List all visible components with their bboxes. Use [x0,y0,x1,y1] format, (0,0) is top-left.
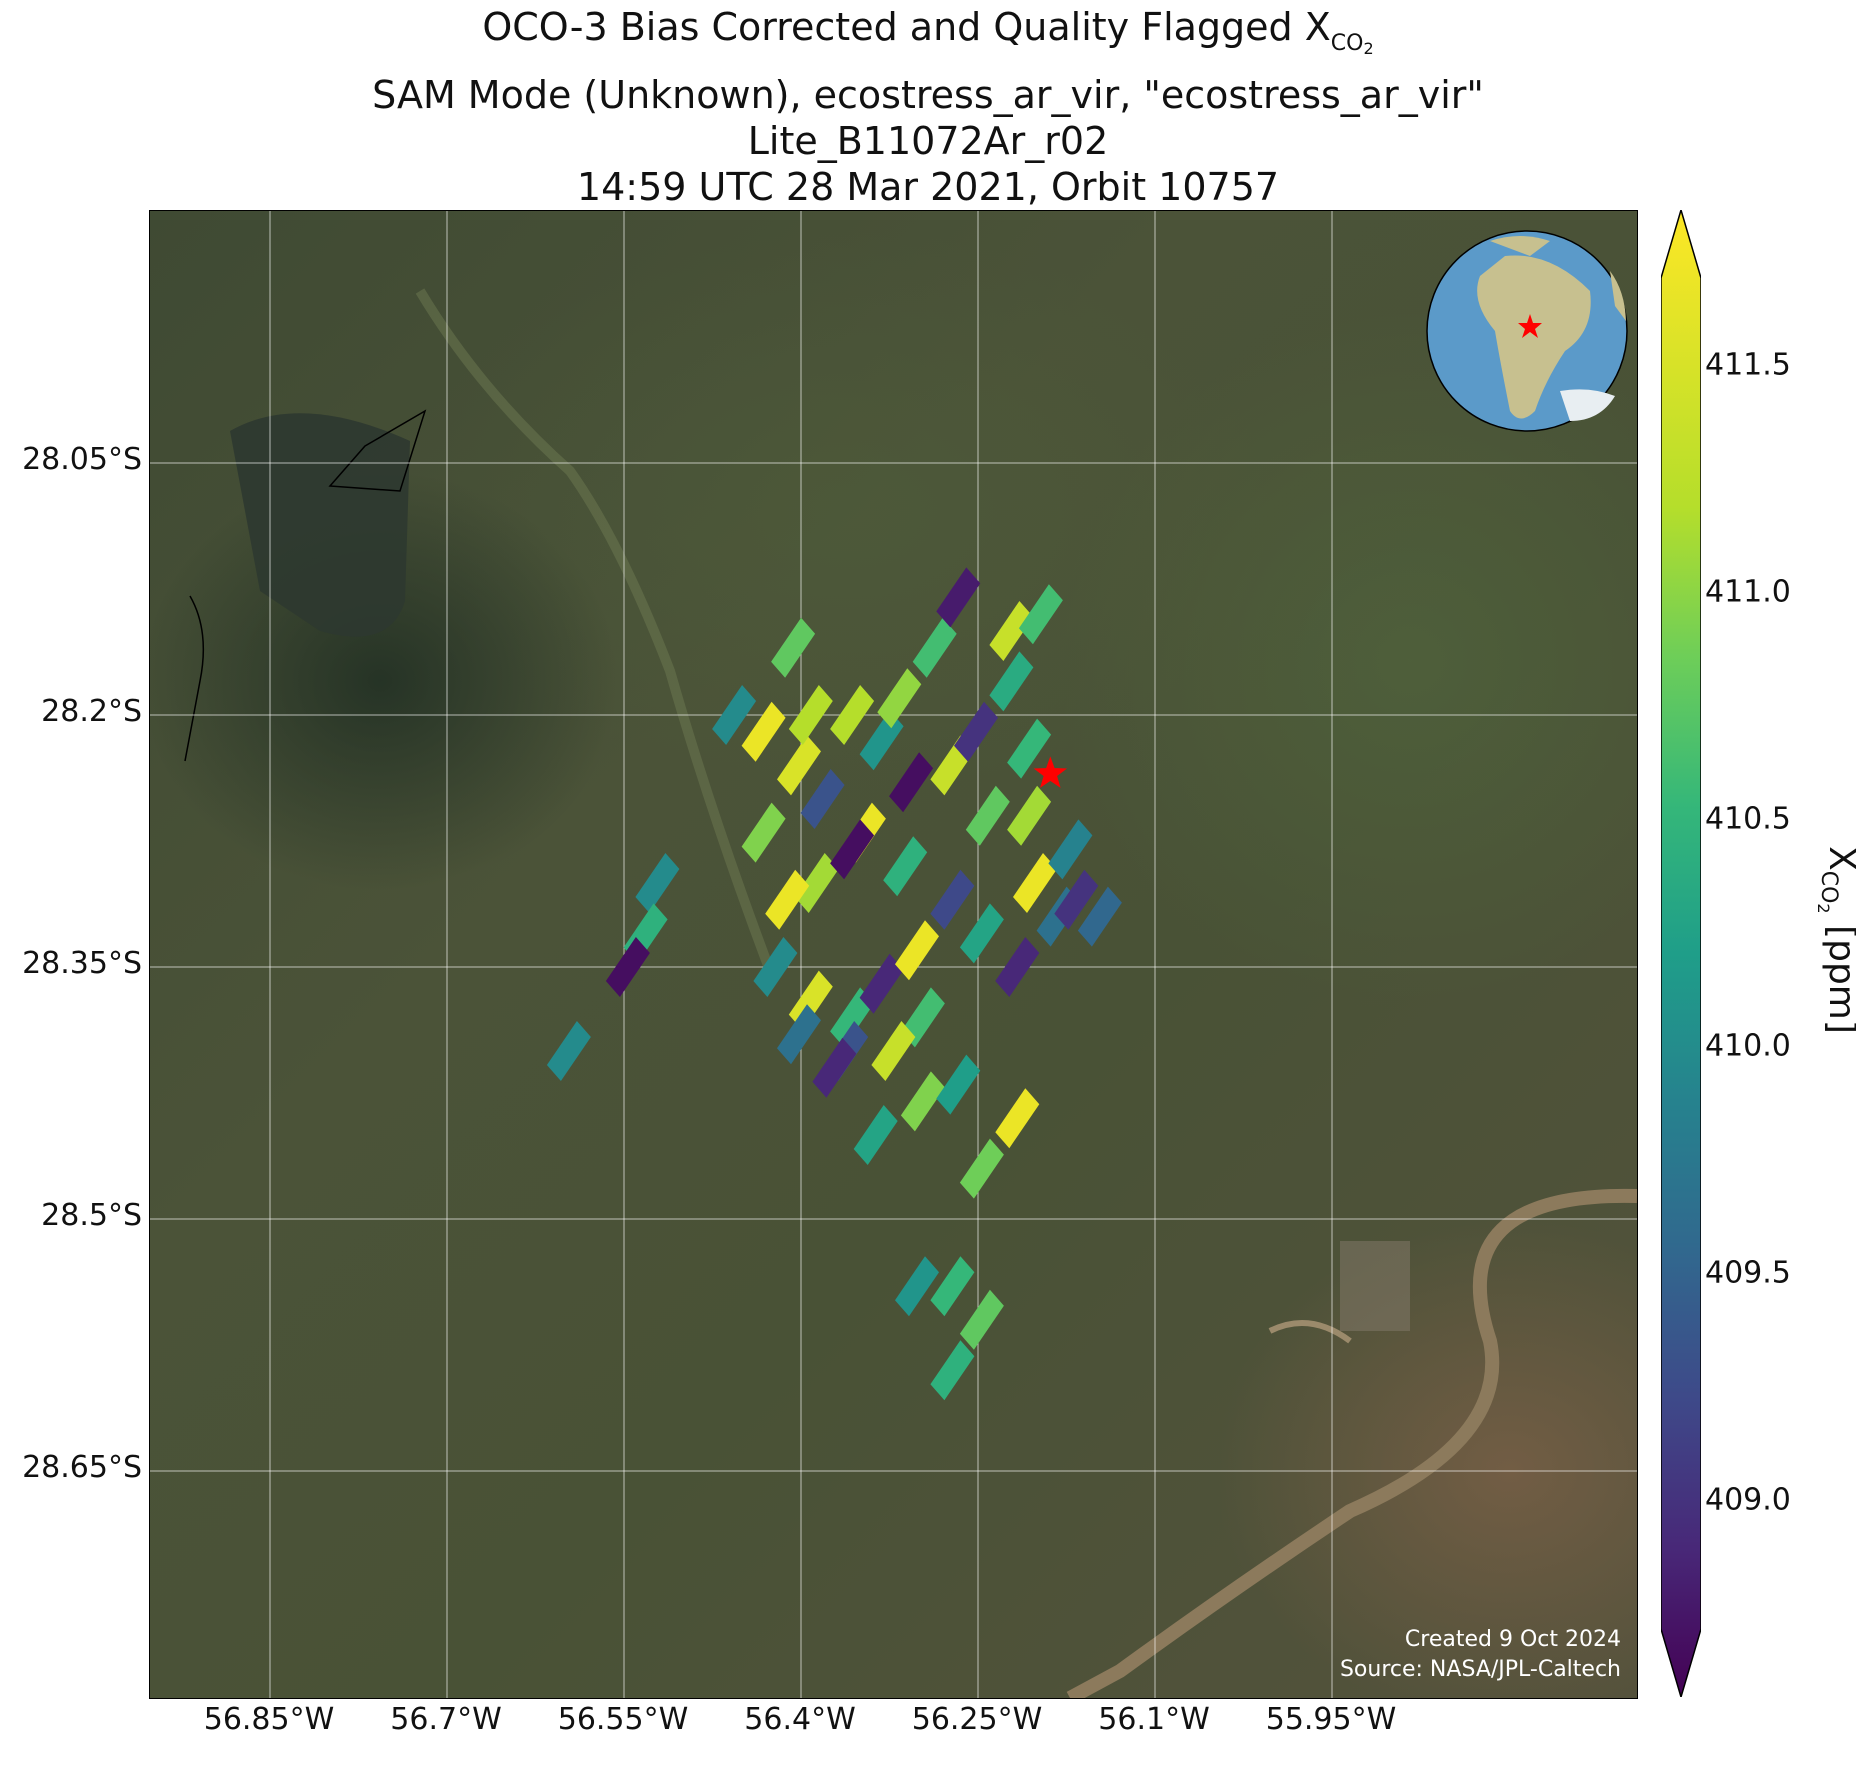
cbar-tick-409.0: 409.0 [1705,1482,1791,1518]
lon-tick-56.7: 56.7°W [390,1702,502,1737]
sounding-footprint [771,617,816,678]
globe-south-america [1477,255,1591,419]
title-block: OCO-3 Bias Corrected and Quality Flagged… [0,4,1856,210]
sounding-footprint [936,1054,981,1115]
river [1066,1188,1637,1698]
sounding-footprint [741,802,786,863]
cbar-tick-411.0: 411.0 [1705,574,1791,610]
sounding-footprint [1013,853,1057,913]
sounding-footprint [900,1071,945,1132]
sounding-footprint [889,752,934,813]
sounding-footprint [871,1021,916,1081]
lat-tick-28.35: 28.35°S [22,946,142,981]
lon-tick-56.55: 56.55°W [557,1702,689,1737]
lon-tick-56.85: 56.85°W [203,1702,335,1737]
boundary-line [328,409,427,492]
lon-tick-56.25: 56.25°W [911,1702,1043,1737]
sounding-footprint [959,1138,1004,1199]
sounding-footprint [895,1256,939,1317]
sounding-footprint [800,769,845,829]
river-bend [1268,1320,1352,1344]
sounding-footprint [777,735,821,796]
sounding-footprint [936,567,981,628]
lat-tick-28.65: 28.65°S [22,1450,142,1485]
basemap-features [184,288,1637,1698]
created-credit: Created 9 Oct 2024 [1404,1627,1621,1652]
sounding-footprint [930,1340,975,1401]
sounding-footprint [788,685,833,745]
title-line-4: 14:59 UTC 28 Mar 2021, Orbit 10757 [576,165,1280,209]
lat-tick-28.5: 28.5°S [41,1198,142,1233]
sounding-footprint [1054,869,1099,930]
sounding-footprint [1007,718,1052,779]
sounding-footprint [930,1256,975,1317]
lon-tick-56.1: 56.1°W [1098,1702,1210,1737]
sounding-footprint [859,953,904,1014]
sounding-footprints [546,567,1122,1401]
sounding-footprint [794,853,839,913]
cbar-tick-410.0: 410.0 [1705,1028,1791,1064]
colorbar [1661,210,1701,1697]
sounding-footprint [954,701,998,762]
sounding-footprint [930,869,975,930]
sounding-footprint [995,937,1040,997]
sounding-footprint [635,853,680,913]
title-line-2: SAM Mode (Unknown), ecostress_ar_vir, "e… [372,73,1484,117]
globe-north-land [1490,236,1550,256]
globe-africa-edge [1610,271,1626,321]
sounding-footprint [830,685,875,745]
sounding-footprint [877,668,922,729]
wetland-edge [415,288,775,973]
sounding-footprint [912,617,957,678]
sounding-footprint [1007,785,1052,846]
inset-globe [1426,230,1628,432]
globe-star-marker [1518,314,1542,338]
cbar-tick-410.5: 410.5 [1705,801,1791,837]
sounding-footprint [830,819,875,880]
lat-tick-28.2: 28.2°S [41,694,142,729]
title-line-3: Lite_B11072Ar_r02 [747,119,1109,163]
colorbar-label: XCO2 [ppm] [1814,846,1856,1034]
globe-antarctica [1560,389,1615,421]
sounding-footprint [712,685,757,745]
sounding-footprint [965,785,1010,846]
target-star-marker [1033,756,1068,788]
sounding-footprint [830,987,875,1048]
sounding-footprint [1048,819,1093,880]
sounding-footprint [883,836,928,897]
sounding-footprint [741,701,786,762]
sounding-footprint [753,937,798,997]
sounding-footprint [1018,584,1063,645]
sounding-footprint [812,1037,857,1098]
town [1340,1241,1410,1331]
sounding-footprint [605,937,650,997]
sounding-footprint [777,1004,821,1065]
sounding-footprint [1077,886,1122,947]
title-line-1: OCO-3 Bias Corrected and Quality Flagged… [482,5,1374,58]
sounding-footprint [989,651,1034,712]
lon-tick-56.4: 56.4°W [744,1702,856,1737]
sounding-footprint [765,869,810,930]
lagoon [230,413,410,637]
sounding-footprint [853,1105,898,1165]
sounding-footprint [995,1088,1040,1149]
sounding-footprint [900,987,945,1048]
source-credit: Source: NASA/JPL-Caltech [1339,1657,1621,1682]
cbar-tick-411.5: 411.5 [1705,347,1791,383]
map-canvas [150,211,1637,1698]
sounding-footprint [959,1289,1004,1350]
sounding-footprint [895,920,939,981]
sounding-footprint [959,903,1004,964]
boundary-line-west [184,595,205,762]
lat-tick-28.05: 28.05°S [22,442,142,477]
lon-tick-55.95: 55.95°W [1265,1702,1397,1737]
sounding-footprint [546,1021,591,1081]
map-panel: Created 9 Oct 2024 Source: NASA/JPL-Calt… [149,210,1638,1699]
colorbar-fill [1661,210,1701,1697]
cbar-tick-409.5: 409.5 [1705,1255,1791,1291]
sounding-footprint [989,601,1034,661]
